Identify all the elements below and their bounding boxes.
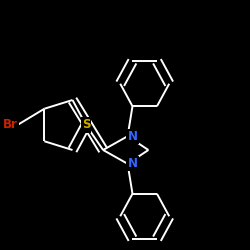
Text: Br: Br [2, 118, 18, 132]
Text: S: S [82, 118, 90, 132]
Text: N: N [128, 130, 138, 143]
Text: N: N [128, 157, 138, 170]
